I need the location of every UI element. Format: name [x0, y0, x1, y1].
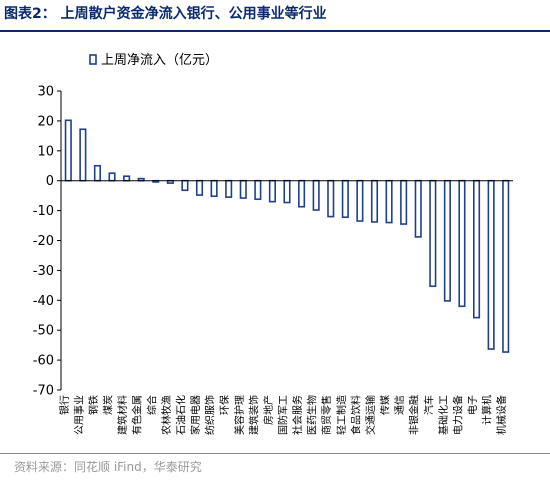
- x-tick-label: 有色金属: [131, 395, 144, 435]
- x-tick-label: 建筑材料: [116, 395, 129, 435]
- legend-swatch: [89, 54, 97, 65]
- x-tick-label: 非银金融: [408, 395, 421, 435]
- x-tick-label: 商贸零售: [320, 395, 333, 435]
- bar: [108, 172, 116, 182]
- x-tick-label: 家用电器: [189, 395, 202, 435]
- bar: [312, 179, 320, 211]
- x-tick-label: 国防军工: [277, 395, 290, 435]
- x-tick-label: 计算机: [481, 395, 494, 425]
- bar-chart: 3020100-10-20-30-40-50-60-70 银行 公用事业 钢铁 煤炭建…: [33, 53, 513, 435]
- source-note: 资料来源：同花顺 iFind，华泰研究: [14, 460, 202, 474]
- x-tick-label: 基础化工: [437, 395, 450, 435]
- y-tick-label: -60: [33, 354, 54, 369]
- y-tick-label: -40: [33, 294, 54, 309]
- y-tick-label: 30: [37, 85, 54, 100]
- x-tick-label: 公用事业: [72, 395, 85, 435]
- y-tick-label: -20: [33, 234, 54, 249]
- x-tick-label: 轻工制造: [335, 395, 348, 435]
- bar: [283, 179, 291, 204]
- figure-title: 图表2： 上周散户资金净流入银行、公用事业等行业: [4, 6, 327, 22]
- bar: [225, 179, 233, 198]
- x-tick-label: 社会服务: [291, 395, 304, 435]
- bar: [443, 179, 451, 302]
- bar: [327, 179, 335, 218]
- bar: [429, 179, 437, 288]
- bar: [370, 179, 379, 223]
- y-tick-label: 0: [46, 174, 54, 189]
- x-axis: 银行 公用事业 钢铁 煤炭 建筑材料 有色金属 综合 农林牧渔 石油石化 家用电器 纺织服饰 环保 美容…: [58, 180, 513, 435]
- bar: [458, 179, 466, 308]
- x-tick-label: 综合: [145, 395, 158, 415]
- x-tick-label: 机械设备: [495, 395, 508, 435]
- bar: [298, 179, 306, 208]
- y-axis: 30 20 10 0 -10 -20 -30 -40 -50 -60 -70: [33, 85, 62, 399]
- bar: [385, 179, 393, 224]
- bar: [64, 119, 72, 182]
- bar: [341, 179, 349, 218]
- x-tick-label: 汽车: [422, 395, 435, 415]
- x-tick-label: 煤炭: [102, 395, 115, 415]
- x-tick-label: 建筑装饰: [247, 395, 260, 435]
- x-tick-label: 房地产: [262, 395, 275, 425]
- legend: 上周净流入（亿元）: [89, 53, 218, 68]
- y-tick-label: -10: [33, 204, 54, 219]
- source-rule: [0, 453, 550, 454]
- x-tick-label: 美容护理: [233, 395, 246, 435]
- legend-label: 上周净流入（亿元）: [101, 53, 218, 68]
- x-tick-label: 环保: [218, 395, 231, 415]
- bar: [487, 179, 495, 350]
- bar: [502, 179, 510, 353]
- y-tick-label: 10: [37, 144, 54, 159]
- title-rule: [0, 30, 550, 32]
- y-tick-label: -30: [33, 264, 54, 279]
- x-tick-label: 交通运输: [364, 395, 377, 435]
- bar: [472, 179, 481, 319]
- bar: [414, 179, 422, 238]
- bar: [239, 179, 247, 199]
- bar: [79, 128, 87, 182]
- x-tick-label: 医药生物: [306, 395, 319, 435]
- bar: [210, 179, 218, 198]
- y-tick-label: -50: [33, 324, 54, 339]
- x-tick-label: 石油石化: [174, 395, 187, 435]
- x-tick-label: 电力设备: [451, 395, 464, 435]
- bar: [268, 179, 276, 203]
- bar: [123, 175, 131, 182]
- bar: [254, 179, 262, 201]
- x-tick-label: 银行: [58, 395, 71, 415]
- y-tick-label: -70: [33, 384, 54, 399]
- bar: [195, 179, 204, 196]
- x-tick-label: 钢铁: [87, 395, 100, 415]
- x-tick-label: 通信: [394, 395, 406, 415]
- bar: [93, 164, 102, 182]
- bar: [356, 179, 364, 222]
- y-tick-label: 20: [37, 114, 54, 129]
- x-tick-label: 纺织服饰: [204, 395, 217, 435]
- x-tick-label: 食品饮料: [349, 395, 362, 435]
- bar: [181, 179, 189, 192]
- bar: [400, 179, 408, 225]
- x-tick-label: 农林牧渔: [160, 395, 173, 435]
- bars: [64, 119, 510, 353]
- x-tick-label: 电子: [466, 395, 479, 415]
- x-tick-label: 传媒: [380, 395, 392, 415]
